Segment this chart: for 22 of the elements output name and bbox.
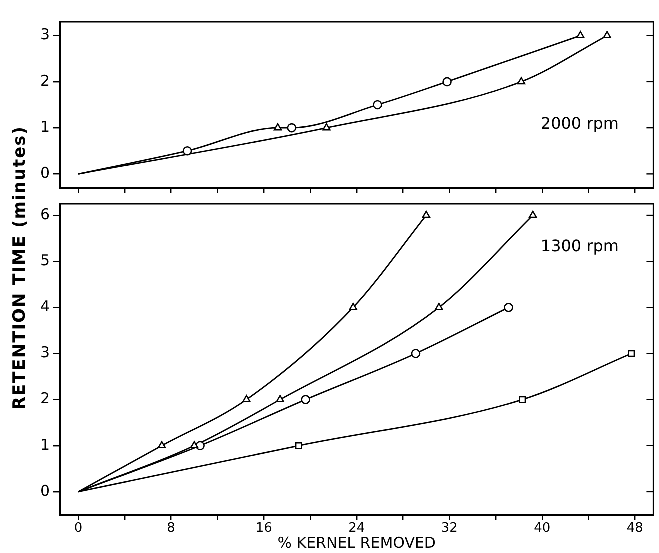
y-tick-label: 3 xyxy=(40,344,50,362)
y-tick-label: 1 xyxy=(40,436,50,454)
x-tick-label: 48 xyxy=(626,521,644,536)
y-tick-label: 5 xyxy=(40,251,50,270)
y-axis-title: RETENTION TIME (minutes) xyxy=(10,126,30,410)
y-tick-label: 6 xyxy=(40,205,50,224)
y-tick-label: 4 xyxy=(40,298,50,316)
x-tick-label: 0 xyxy=(74,521,83,536)
x-tick-label: 32 xyxy=(441,521,458,536)
y-tick-label: 2 xyxy=(40,390,50,408)
annotation: 1300 rpm xyxy=(540,236,620,256)
y-tick-label: 0 xyxy=(40,164,50,182)
x-tick-label: 16 xyxy=(256,521,272,536)
x-axis-title: % KERNEL REMOVED xyxy=(278,534,436,552)
y-tick-label: 1 xyxy=(40,118,50,136)
annotation: 2000 rpm xyxy=(540,114,620,134)
x-tick-label: 8 xyxy=(167,521,176,536)
x-tick-label: 40 xyxy=(534,521,551,536)
x-tick-label: 24 xyxy=(348,521,366,536)
y-tick-label: 0 xyxy=(40,482,50,500)
y-tick-label: 3 xyxy=(40,26,50,44)
y-tick-label: 2 xyxy=(40,72,50,90)
